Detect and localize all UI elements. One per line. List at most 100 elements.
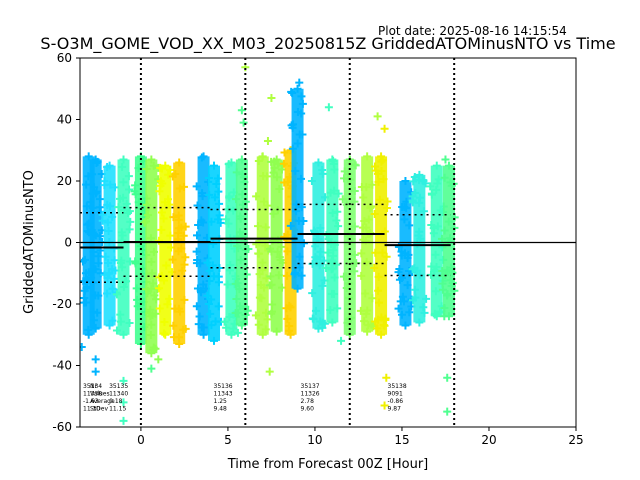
- data-point: [95, 232, 104, 241]
- data-point: [116, 317, 125, 326]
- data-point: [192, 182, 201, 191]
- data-point: [176, 307, 185, 316]
- data-point: [326, 306, 335, 315]
- scatter-cluster: [251, 152, 273, 339]
- data-point: [126, 217, 135, 226]
- data-point: [119, 330, 128, 339]
- data-point: [405, 221, 414, 230]
- data-point: [333, 207, 342, 216]
- scatter-cluster: [192, 152, 214, 339]
- data-point: [116, 258, 125, 267]
- data-point: [227, 158, 236, 167]
- data-point: [290, 270, 299, 279]
- data-point: [174, 211, 183, 220]
- data-point: [432, 312, 441, 321]
- data-point: [420, 308, 429, 317]
- x-axis-ticks: 0 5 10 15 20 25: [137, 427, 584, 447]
- data-point: [443, 290, 452, 299]
- plot-date: Plot date: 2025-08-16 14:15:54: [378, 24, 567, 38]
- data-point: [350, 222, 359, 231]
- data-point: [192, 247, 201, 256]
- data-point: [275, 184, 284, 193]
- data-point: [327, 240, 336, 249]
- data-point: [197, 216, 206, 225]
- data-point: [91, 324, 100, 333]
- data-point: [415, 198, 424, 207]
- data-point: [205, 190, 214, 199]
- data-point: [272, 327, 281, 336]
- data-point: [375, 195, 384, 204]
- data-point: [204, 300, 213, 309]
- chart-title: S-O3M_GOME_VOD_XX_M03_20250815Z GriddedA…: [40, 34, 615, 54]
- data-point: [149, 247, 158, 256]
- orbit-stats-value: -1.63: [83, 398, 99, 405]
- data-point: [410, 264, 419, 273]
- data-point: [333, 304, 342, 313]
- data-point: [379, 175, 388, 184]
- scatter-clusters: [80, 84, 459, 358]
- data-point: [292, 207, 301, 216]
- data-point: [145, 309, 154, 318]
- data-point: [108, 284, 117, 293]
- data-point: [356, 306, 365, 315]
- data-point: [272, 173, 281, 182]
- data-point: [322, 263, 331, 272]
- outlier-point: [267, 93, 276, 102]
- data-point: [360, 317, 369, 326]
- data-point: [438, 279, 447, 288]
- data-point: [169, 333, 178, 342]
- data-point: [366, 203, 375, 212]
- data-point: [413, 239, 422, 248]
- data-point: [448, 268, 457, 277]
- data-point: [180, 295, 189, 304]
- data-point: [119, 178, 128, 187]
- data-point: [261, 223, 270, 232]
- scatter-cluster: [356, 152, 378, 336]
- data-point: [338, 195, 347, 204]
- data-point: [293, 108, 302, 117]
- data-point: [316, 223, 325, 232]
- data-point: [334, 222, 343, 231]
- data-point: [259, 172, 268, 181]
- data-point: [254, 320, 263, 329]
- data-point: [433, 222, 442, 231]
- data-point: [370, 263, 379, 272]
- outlier-point: [265, 367, 274, 376]
- data-point: [94, 259, 103, 268]
- data-point: [159, 329, 168, 338]
- data-point: [155, 284, 164, 293]
- data-point: [166, 231, 175, 240]
- data-point: [147, 257, 156, 266]
- data-point: [225, 193, 234, 202]
- data-point: [193, 284, 202, 293]
- outlier-point: [441, 155, 450, 164]
- data-point: [269, 209, 278, 218]
- outlier-point: [382, 373, 391, 382]
- data-point: [160, 276, 169, 285]
- data-point: [431, 287, 440, 296]
- data-point: [429, 224, 438, 233]
- data-point: [267, 157, 276, 166]
- data-point: [254, 249, 263, 258]
- data-point: [295, 263, 304, 272]
- data-point: [222, 323, 231, 332]
- data-point: [273, 206, 282, 215]
- data-point: [450, 223, 459, 232]
- data-point: [254, 222, 263, 231]
- data-point: [235, 228, 244, 237]
- data-point: [199, 323, 208, 332]
- data-point: [270, 163, 279, 172]
- data-point: [199, 330, 208, 339]
- data-point: [208, 261, 217, 270]
- orbit-stats-value: 11.15: [109, 406, 126, 413]
- data-point: [157, 208, 166, 217]
- data-point: [251, 311, 260, 320]
- data-point: [103, 200, 112, 209]
- data-point: [213, 174, 222, 183]
- data-point: [411, 188, 420, 197]
- data-point: [236, 214, 245, 223]
- data-point: [152, 295, 161, 304]
- data-point: [194, 221, 203, 230]
